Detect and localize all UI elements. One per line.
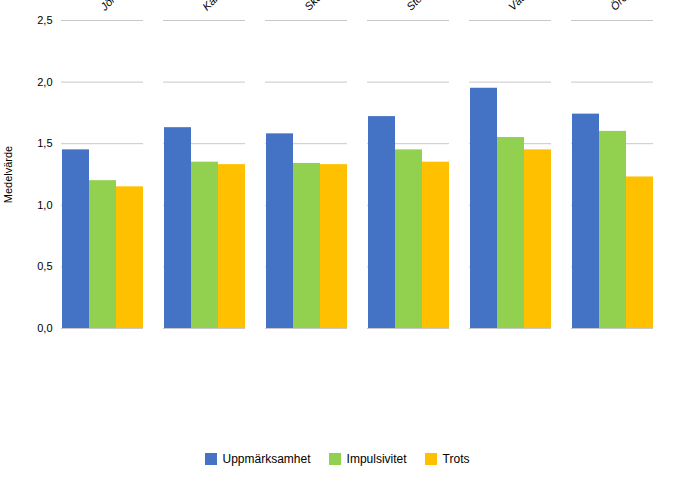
svg-text:1,5: 1,5 — [37, 137, 52, 149]
svg-text:Västra Götalands län: Västra Götalands län — [506, 0, 587, 13]
svg-text:2,5: 2,5 — [37, 14, 52, 26]
svg-text:0,0: 0,0 — [37, 322, 52, 334]
svg-text:1,0: 1,0 — [37, 199, 52, 211]
svg-text:Stockholms län: Stockholms län — [404, 0, 465, 13]
html-text:Uppmärksamhet: Uppmärksamhet — [222, 452, 311, 466]
svg-text:Jönköpings län: Jönköpings län — [97, 0, 158, 13]
html-text:Impulsivitet: Impulsivitet — [346, 452, 407, 466]
svg-text:0,5: 0,5 — [37, 260, 52, 272]
svg-text:Kalmar län: Kalmar län — [200, 0, 246, 13]
svg-text:Medelvärde: Medelvärde — [2, 146, 14, 203]
html-text:Trots: Trots — [442, 452, 470, 466]
svg-text:Örebro län: Örebro län — [608, 0, 653, 13]
svg-text:Skåne län: Skåne län — [302, 0, 345, 13]
svg-text:2,0: 2,0 — [37, 76, 52, 88]
